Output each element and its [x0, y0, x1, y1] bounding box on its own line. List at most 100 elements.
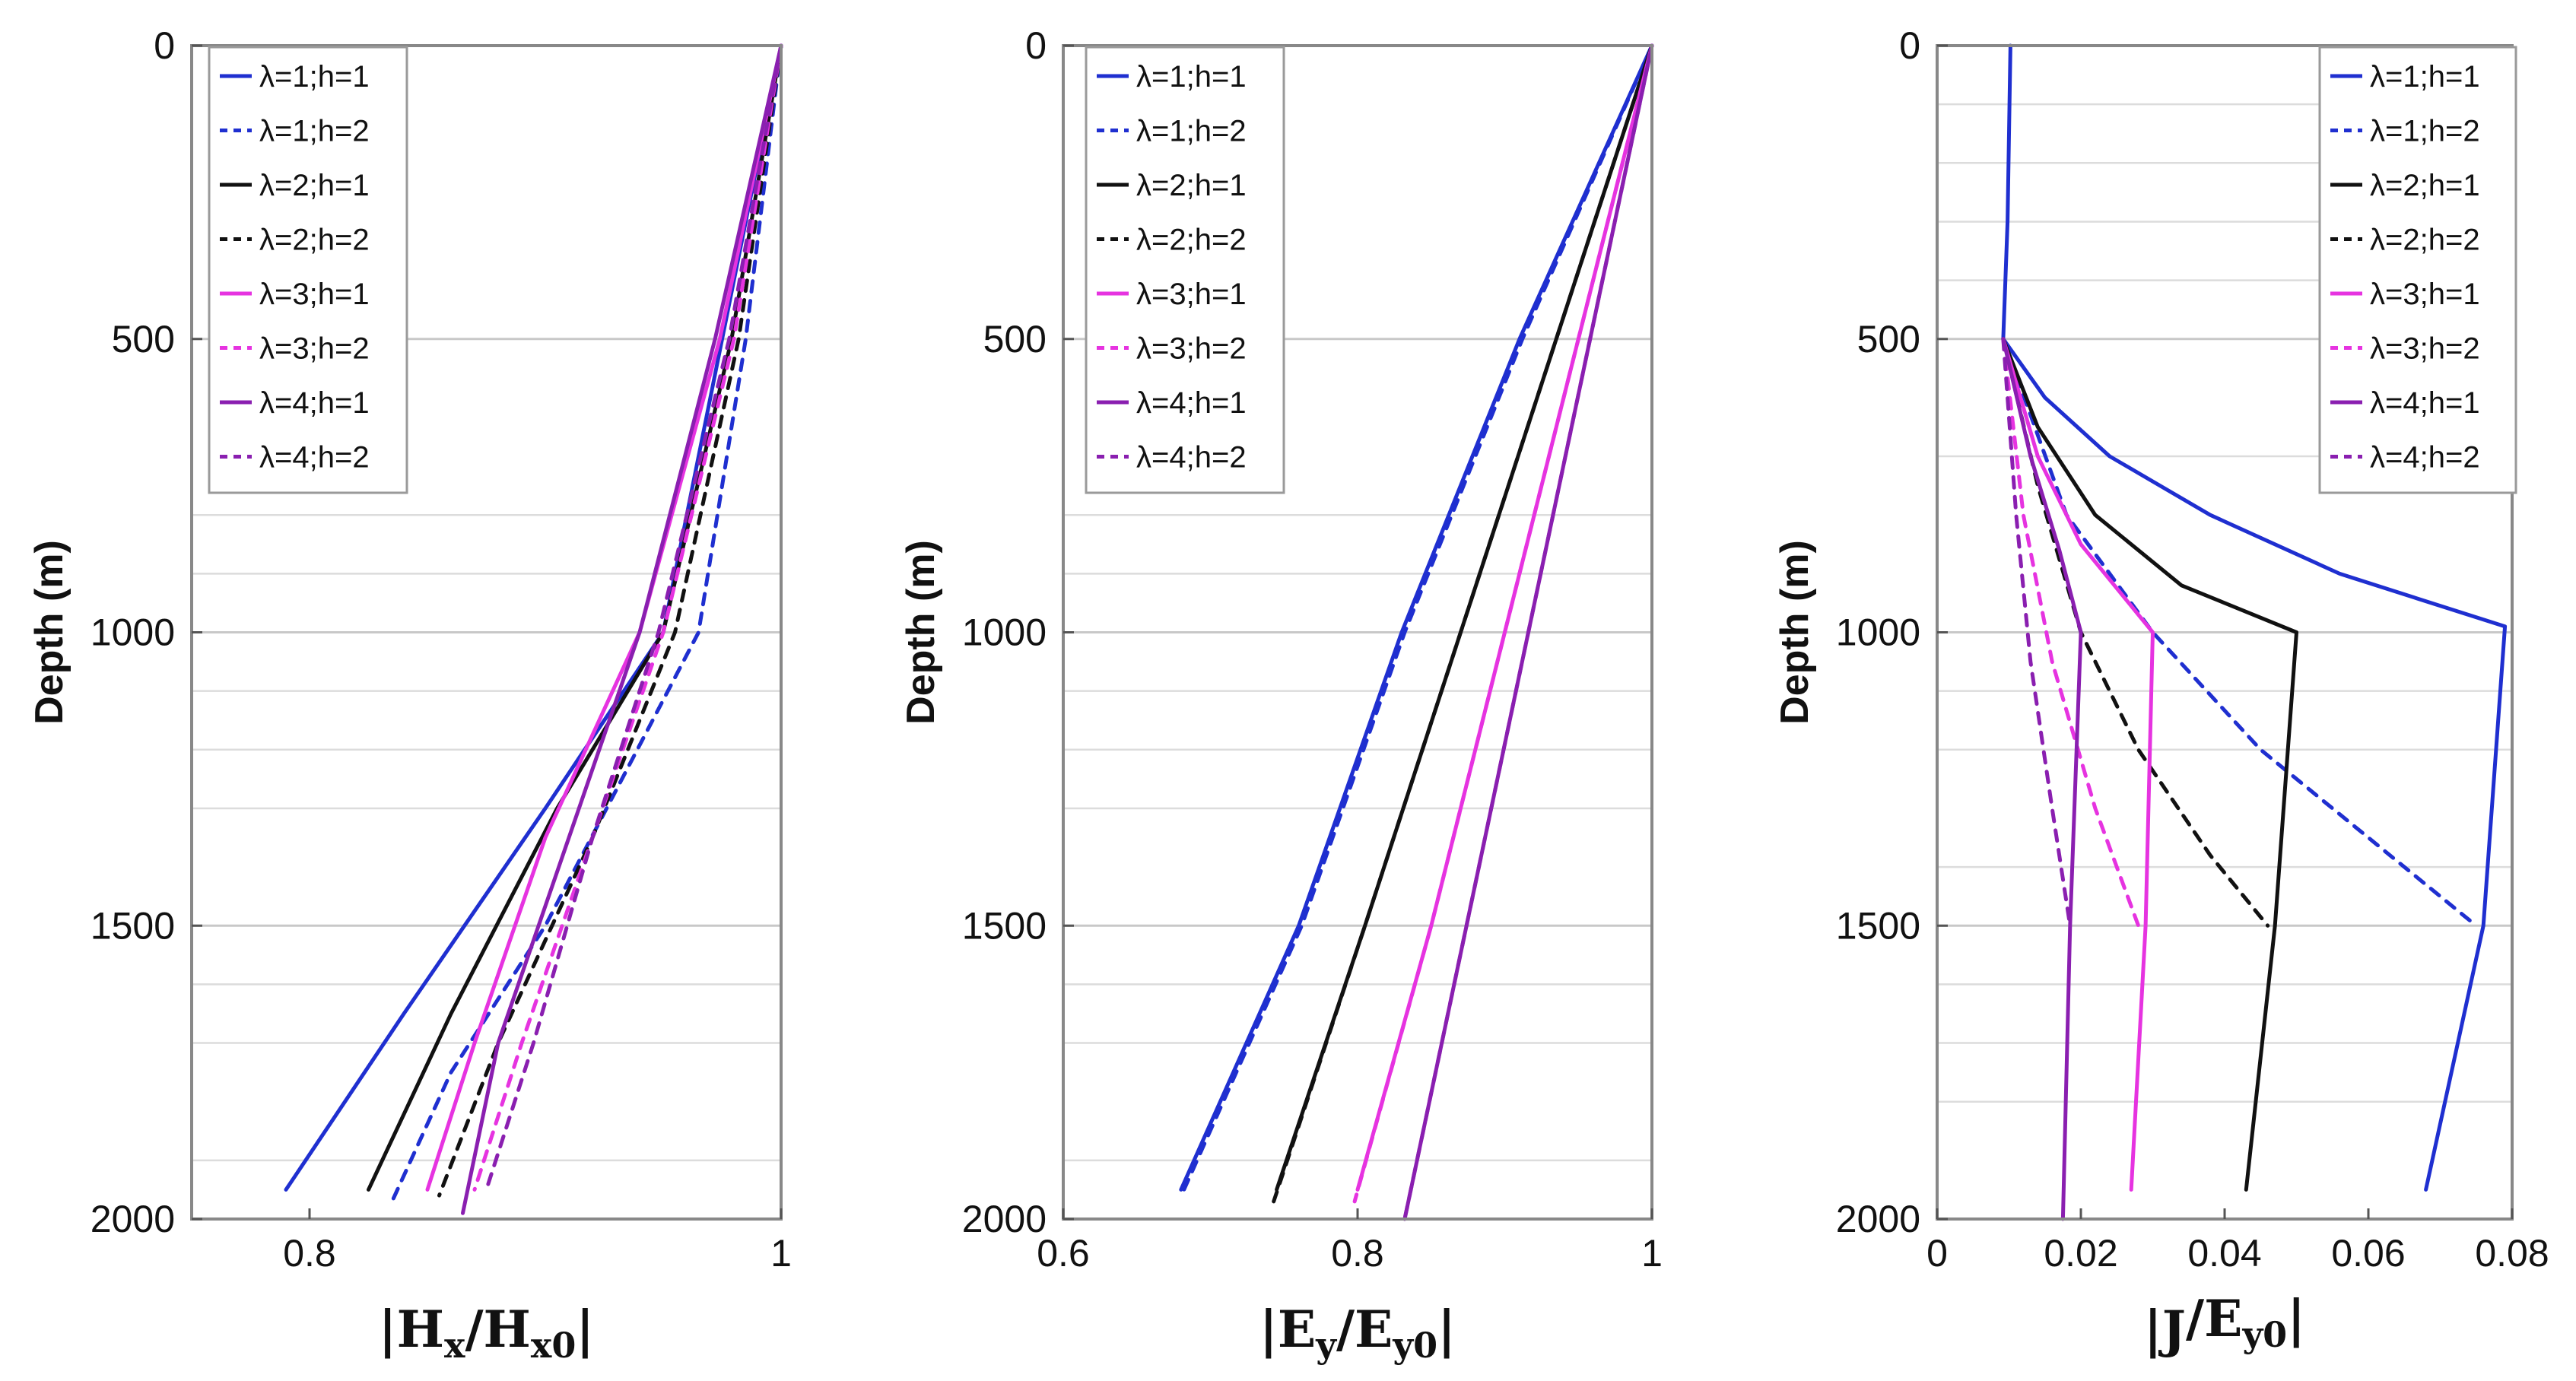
- series-line-1: [284, 43, 783, 1192]
- legend-label-2: λ=1;h=2: [259, 115, 370, 148]
- x-tick-label: 0.8: [1331, 1232, 1384, 1275]
- series-line-8: [1402, 43, 1654, 1221]
- x-axis-label-part: |: [379, 1300, 397, 1359]
- series-line-6: [2001, 337, 2141, 928]
- series-line-8: [2001, 337, 2073, 928]
- y-tick-label: 0: [154, 24, 175, 67]
- x-axis-label-part: E: [1355, 1300, 1393, 1359]
- y-tick-label: 500: [1857, 318, 1920, 360]
- x-tick-label: 0: [1926, 1232, 1948, 1275]
- legend-label-8: λ=4;h=2: [2370, 441, 2480, 475]
- y-tick-label: 1500: [91, 904, 175, 947]
- x-axis-label-part: J: [2158, 1300, 2186, 1359]
- legend-box: [2318, 46, 2517, 494]
- y-tick-label: 500: [112, 318, 175, 360]
- y-tick-label: 2000: [962, 1198, 1047, 1240]
- y-axis-label: Depth (m): [899, 540, 943, 725]
- legend-label-1: λ=1;h=1: [2370, 60, 2480, 94]
- x-axis-label-part: E: [2204, 1289, 2242, 1348]
- x-axis-label-part: E: [1278, 1300, 1316, 1359]
- legend-label-5: λ=3;h=1: [259, 278, 370, 311]
- legend-box: [208, 46, 408, 494]
- legend: λ=1;h=1 λ=1;h=2 λ=2;h=1 λ=2;h=2 λ=3;h=1 λ=3;h…: [1085, 46, 1285, 494]
- series-line-4: [437, 43, 783, 1198]
- series-line-2: [1182, 43, 1654, 1192]
- y-tick-label: 500: [983, 318, 1047, 360]
- legend-label-4: λ=2;h=2: [259, 224, 370, 257]
- y-tick-label: 1000: [962, 611, 1047, 654]
- series-line-3: [2001, 337, 2298, 1192]
- legend-label-7: λ=4;h=1: [2370, 386, 2480, 420]
- x-axis-label-part: |: [1259, 1300, 1278, 1359]
- x-tick-label: 0.02: [2044, 1232, 2117, 1275]
- y-tick-label: 1000: [1836, 611, 1920, 654]
- series-line-5: [425, 43, 783, 1192]
- legend-label-8: λ=4;h=2: [259, 441, 370, 475]
- x-tick-label: 1: [770, 1232, 792, 1275]
- series-line-7: [2001, 337, 2083, 1221]
- x-axis-label-part: |: [576, 1300, 594, 1359]
- legend-label-8: λ=4;h=2: [1136, 441, 1247, 475]
- series-line-1: [1179, 43, 1654, 1192]
- legend-label-3: λ=2;h=1: [259, 169, 370, 202]
- series-line-2: [390, 43, 783, 1204]
- x-axis-label: |Hx/Hx0|: [379, 1300, 595, 1366]
- x-tick-label: 0.04: [2187, 1232, 2261, 1275]
- x-tick-label: 0.6: [1037, 1232, 1090, 1275]
- series-line-4: [1272, 43, 1654, 1204]
- legend-label-1: λ=1;h=1: [259, 60, 370, 94]
- legend-label-2: λ=1;h=2: [1136, 115, 1247, 148]
- legend-label-3: λ=2;h=1: [1136, 169, 1247, 202]
- y-tick-label: 1500: [1836, 904, 1920, 947]
- legend-label-5: λ=3;h=1: [1136, 278, 1247, 311]
- series-line-5: [2001, 337, 2155, 1192]
- legend-label-2: λ=1;h=2: [2370, 115, 2480, 148]
- x-tick-label: 0.08: [2475, 1232, 2549, 1275]
- legend-label-7: λ=4;h=1: [1136, 386, 1247, 420]
- legend-label-4: λ=2;h=2: [2370, 224, 2480, 257]
- legend-label-3: λ=2;h=1: [2370, 169, 2480, 202]
- legend-label-4: λ=2;h=2: [1136, 224, 1247, 257]
- series-line-6: [1352, 43, 1654, 1204]
- x-axis-label-part: |: [2287, 1289, 2305, 1348]
- x-axis-label-part: H: [397, 1300, 444, 1359]
- legend: λ=1;h=1 λ=1;h=2 λ=2;h=1 λ=2;h=2 λ=3;h=1 λ=3;h…: [2318, 46, 2517, 494]
- x-axis-label-part: |: [2144, 1300, 2162, 1359]
- x-axis-label-subscript: x: [444, 1325, 465, 1366]
- x-axis-label-part: /: [2186, 1289, 2205, 1348]
- series-line-7: [461, 43, 783, 1215]
- series-line-2: [2001, 337, 2479, 928]
- x-axis-label-subscript: y: [1315, 1325, 1337, 1366]
- x-axis-label-subscript: x0: [531, 1325, 576, 1366]
- series-line-1: [2001, 43, 2508, 1192]
- legend: λ=1;h=1 λ=1;h=2 λ=2;h=1 λ=2;h=2 λ=3;h=1 λ=3;h…: [208, 46, 408, 494]
- y-tick-label: 2000: [91, 1198, 175, 1240]
- x-axis-label-subscript: y0: [2241, 1314, 2287, 1355]
- legend-label-6: λ=3;h=2: [259, 332, 370, 366]
- y-tick-label: 2000: [1836, 1198, 1920, 1240]
- x-tick-label: 0.8: [283, 1232, 336, 1275]
- x-axis-label: |Ey/Ey0|: [1259, 1300, 1456, 1366]
- x-axis-label: |J/Ey0|: [2144, 1289, 2305, 1359]
- legend-label-5: λ=3;h=1: [2370, 278, 2480, 311]
- legend-label-6: λ=3;h=2: [2370, 332, 2480, 366]
- legend-label-1: λ=1;h=1: [1136, 60, 1247, 94]
- legend-label-7: λ=4;h=1: [259, 386, 370, 420]
- y-tick-label: 0: [1899, 24, 1920, 67]
- x-tick-label: 0.06: [2331, 1232, 2405, 1275]
- legend-box: [1085, 46, 1285, 494]
- x-axis-label-part: /: [465, 1300, 484, 1359]
- legend-label-6: λ=3;h=2: [1136, 332, 1247, 366]
- x-tick-label: 1: [1641, 1232, 1663, 1275]
- y-tick-label: 1500: [962, 904, 1047, 947]
- y-axis-label: Depth (m): [1773, 540, 1817, 725]
- x-axis-label-part: |: [1437, 1300, 1456, 1359]
- x-axis-label-subscript: y0: [1392, 1325, 1437, 1366]
- x-axis-label-part: /: [1336, 1300, 1355, 1359]
- series-line-6: [472, 43, 783, 1192]
- x-axis-label-part: H: [484, 1300, 531, 1359]
